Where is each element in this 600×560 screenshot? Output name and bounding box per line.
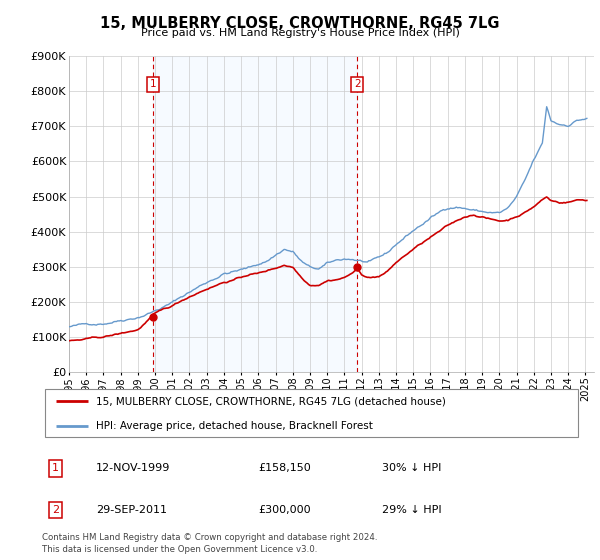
Text: 1: 1 [52,464,59,473]
Text: 12-NOV-1999: 12-NOV-1999 [96,464,170,473]
Text: £300,000: £300,000 [258,505,311,515]
Text: 2: 2 [354,79,361,89]
Text: 2: 2 [52,505,59,515]
Text: Price paid vs. HM Land Registry's House Price Index (HPI): Price paid vs. HM Land Registry's House … [140,28,460,38]
Text: 15, MULBERRY CLOSE, CROWTHORNE, RG45 7LG (detached house): 15, MULBERRY CLOSE, CROWTHORNE, RG45 7LG… [96,396,446,407]
Text: 1: 1 [149,79,156,89]
FancyBboxPatch shape [45,389,578,437]
Bar [153,56,358,372]
Text: Contains HM Land Registry data © Crown copyright and database right 2024.
This d: Contains HM Land Registry data © Crown c… [42,533,377,554]
Text: HPI: Average price, detached house, Bracknell Forest: HPI: Average price, detached house, Brac… [96,421,373,431]
Text: 29-SEP-2011: 29-SEP-2011 [96,505,167,515]
Text: £158,150: £158,150 [258,464,311,473]
Text: 30% ↓ HPI: 30% ↓ HPI [382,464,442,473]
Text: 15, MULBERRY CLOSE, CROWTHORNE, RG45 7LG: 15, MULBERRY CLOSE, CROWTHORNE, RG45 7LG [100,16,500,31]
Text: 29% ↓ HPI: 29% ↓ HPI [382,505,442,515]
